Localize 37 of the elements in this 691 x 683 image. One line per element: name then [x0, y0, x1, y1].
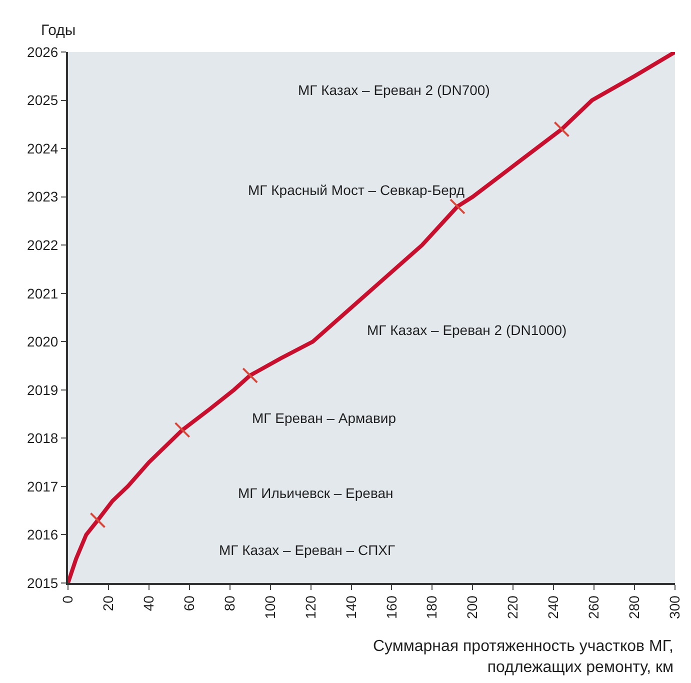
y-tick-label: 2025: [27, 92, 58, 108]
x-tick-label: 160: [383, 595, 400, 619]
y-axis-title: Годы: [41, 22, 76, 39]
x-tick-label: 100: [262, 595, 278, 619]
x-tick-label: 40: [140, 595, 156, 612]
x-tick-label: 80: [221, 595, 238, 612]
annotation: МГ Ереван – Армавир: [252, 410, 396, 426]
y-tick-label: 2018: [27, 430, 58, 446]
x-tick-label: 0: [60, 595, 76, 604]
x-tick-label: 20: [100, 595, 116, 612]
y-tick-label: 2024: [27, 140, 58, 156]
annotation: МГ Красный Мост – Севкар-Берд: [248, 182, 465, 198]
annotation: МГ Казах – Ереван 2 (DN1000): [367, 322, 567, 338]
x-tick-label: 200: [464, 595, 480, 619]
y-tick-label: 2020: [27, 334, 58, 350]
y-tick-label: 2016: [27, 526, 58, 543]
y-tick-label: 2015: [27, 574, 58, 591]
annotation: МГ Казах – Ереван 2 (DN700): [298, 82, 490, 98]
y-tick-label: 2021: [27, 285, 58, 302]
y-tick-label: 2017: [27, 478, 58, 494]
x-tick-label: 240: [545, 595, 562, 619]
x-tick-label: 140: [342, 595, 359, 619]
x-axis-title: Суммарная протяженность участков МГ, подлежащих ремонту, км: [373, 638, 674, 676]
y-tick-label: 2026: [27, 44, 58, 60]
annotation: МГ Казах – Ереван – СПХГ: [219, 542, 396, 558]
x-tick-label: 260: [586, 595, 602, 619]
x-tick-label: 120: [302, 595, 318, 619]
line-series: [68, 52, 675, 583]
x-tick-label: 60: [180, 595, 197, 612]
annotation: МГ Ильичевск – Ереван: [238, 485, 394, 501]
y-tick-label: 2019: [27, 382, 58, 398]
x-tick-label: 220: [504, 595, 521, 619]
x-tick-label: 280: [626, 595, 642, 619]
x-tick-label: 300: [666, 595, 683, 619]
y-tick-label: 2022: [27, 236, 58, 253]
y-tick-label: 2023: [27, 188, 58, 205]
x-tick-label: 180: [424, 595, 440, 619]
